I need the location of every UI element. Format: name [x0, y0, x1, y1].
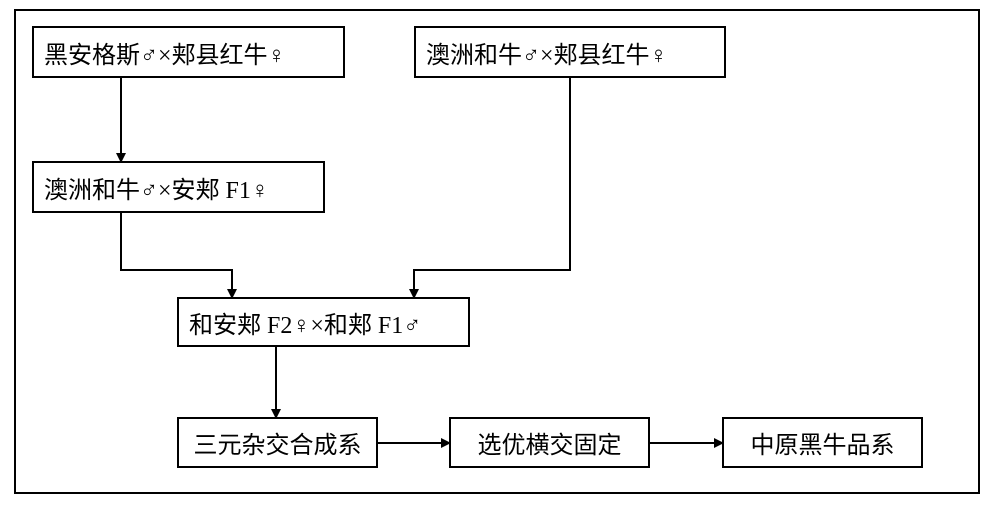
node-step-6: 选优横交固定	[449, 417, 650, 468]
node-cross-4: 和安郏 F2♀×和郏 F1♂	[177, 297, 470, 347]
node-label: 黑安格斯♂×郏县红牛♀	[44, 35, 286, 70]
node-label: 选优横交固定	[478, 425, 622, 460]
node-label: 澳洲和牛♂×安郏 F1♀	[44, 170, 269, 205]
node-step-7: 中原黑牛品系	[722, 417, 923, 468]
node-cross-3: 澳洲和牛♂×安郏 F1♀	[32, 161, 325, 213]
node-label: 澳洲和牛♂×郏县红牛♀	[426, 35, 668, 70]
node-label: 三元杂交合成系	[194, 425, 362, 460]
node-step-5: 三元杂交合成系	[177, 417, 378, 468]
node-label: 和安郏 F2♀×和郏 F1♂	[189, 305, 421, 340]
node-label: 中原黑牛品系	[751, 425, 895, 460]
node-cross-1: 黑安格斯♂×郏县红牛♀	[32, 26, 345, 78]
node-cross-2: 澳洲和牛♂×郏县红牛♀	[414, 26, 726, 78]
